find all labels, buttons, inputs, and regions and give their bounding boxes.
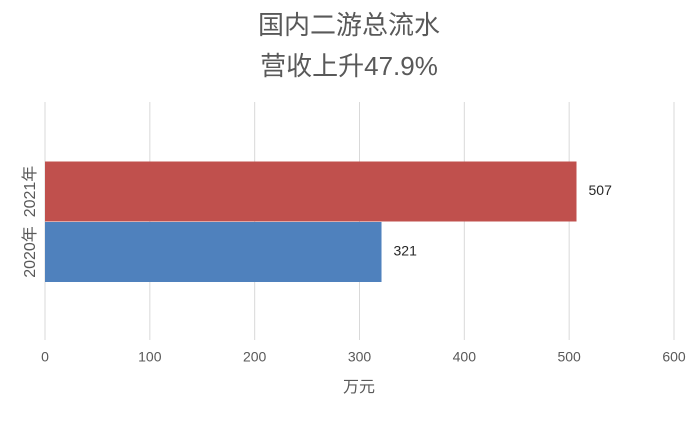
value-label: 507 <box>589 182 613 198</box>
x-tick-label: 100 <box>138 349 162 365</box>
bar <box>45 161 577 222</box>
x-tick-label: 600 <box>662 349 686 365</box>
x-tick-label: 500 <box>557 349 581 365</box>
x-tick-label: 400 <box>453 349 477 365</box>
y-tick-label: 2020年 <box>21 226 39 278</box>
x-tick-label: 200 <box>243 349 267 365</box>
y-tick-label: 2021年 <box>21 166 39 218</box>
bar <box>45 222 382 282</box>
x-axis-label: 万元 <box>343 379 375 396</box>
value-label: 321 <box>394 243 418 259</box>
x-tick-label: 0 <box>41 349 49 365</box>
chart-title: 国内二游总流水 <box>258 10 440 40</box>
x-tick-label: 300 <box>348 349 372 365</box>
chart-subtitle: 营收上升47.9% <box>260 51 438 81</box>
